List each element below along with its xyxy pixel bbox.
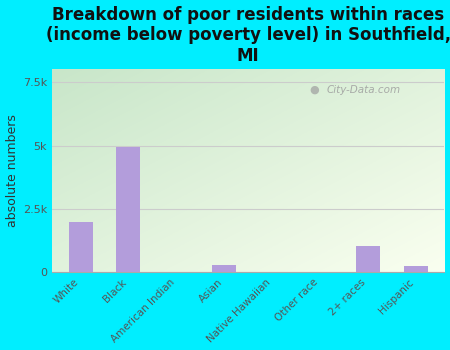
- Bar: [404, 266, 428, 272]
- Bar: [117, 147, 140, 272]
- Text: ●: ●: [309, 85, 319, 95]
- Text: City-Data.com: City-Data.com: [327, 85, 401, 95]
- Bar: [356, 246, 380, 272]
- Bar: [68, 222, 93, 272]
- Bar: [212, 265, 236, 272]
- Title: Breakdown of poor residents within races
(income below poverty level) in Southfi: Breakdown of poor residents within races…: [45, 6, 450, 65]
- Y-axis label: absolute numbers: absolute numbers: [5, 114, 18, 227]
